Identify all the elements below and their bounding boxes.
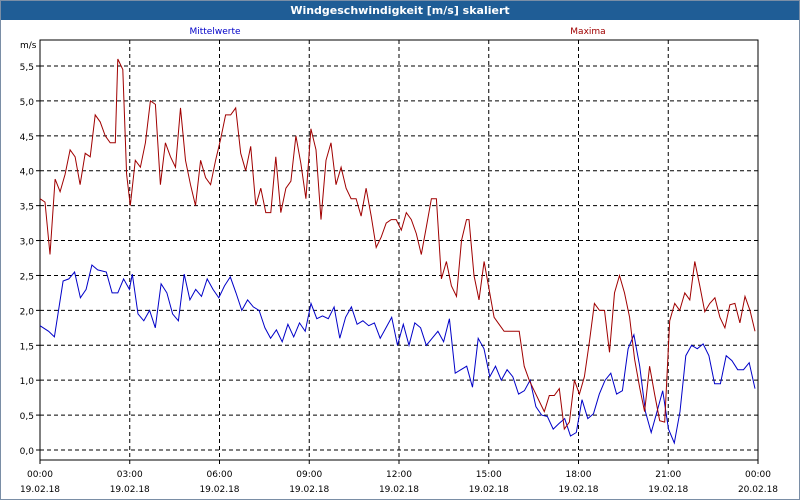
y-tick-label: 0,5 — [20, 412, 34, 422]
y-tick-label: 3,0 — [20, 238, 35, 248]
series-line-mittelwerte — [39, 264, 756, 445]
x-tick-date: 19.02.18 — [379, 485, 419, 495]
x-tick-time: 06:00 — [207, 470, 233, 480]
y-tick-label: 2,0 — [20, 307, 35, 317]
series-lines — [39, 58, 756, 445]
y-tick-label: 1,5 — [20, 342, 34, 352]
x-tick-time: 18:00 — [566, 470, 592, 480]
y-tick-label: 4,0 — [20, 168, 35, 178]
x-tick-date: 19.02.18 — [20, 485, 60, 495]
x-tick-date: 19.02.18 — [648, 485, 688, 495]
axes — [36, 39, 759, 464]
series-line-maxima — [39, 58, 756, 431]
x-tick-time: 00:00 — [745, 470, 771, 480]
y-tick-label: 2,5 — [20, 272, 34, 282]
legend-entry-mittelwerte: Mittelwerte — [189, 27, 240, 37]
grid-lines — [40, 40, 758, 460]
x-tick-labels: 00:00 19.02.18 03:00 19.02.18 06:00 19.02.18 0… — [20, 470, 778, 495]
x-tick-time: 21:00 — [655, 470, 681, 480]
x-tick-time: 09:00 — [296, 470, 322, 480]
x-tick-time: 00:00 — [27, 470, 53, 480]
x-tick-date: 20.02.18 — [738, 485, 778, 495]
y-tick-labels: 0,0 0,5 1,0 1,5 2,0 2,5 3,0 3,5 4,0 4,5 5,0 5,5 m/s — [20, 41, 37, 457]
chart-title: Windgeschwindigkeit [m/s] skaliert — [1, 1, 799, 20]
x-tick-time: 03:00 — [117, 470, 143, 480]
legend-entry-maxima: Maxima — [570, 27, 605, 37]
x-tick-time: 12:00 — [386, 470, 412, 480]
y-tick-label: 1,0 — [20, 377, 35, 387]
y-tick-label: 5,5 — [20, 63, 34, 73]
x-tick-date: 19.02.18 — [558, 485, 598, 495]
y-tick-label: 5,0 — [20, 98, 35, 108]
x-tick-date: 19.02.18 — [199, 485, 239, 495]
x-tick-date: 19.02.18 — [110, 485, 150, 495]
legend: Mittelwerte Maxima — [189, 27, 605, 37]
y-tick-label: 3,5 — [20, 203, 34, 213]
y-axis-label: m/s — [20, 41, 37, 51]
x-tick-time: 15:00 — [476, 470, 502, 480]
y-tick-label: 4,5 — [20, 133, 34, 143]
x-tick-date: 19.02.18 — [469, 485, 509, 495]
x-tick-date: 19.02.18 — [289, 485, 329, 495]
y-tick-label: 0,0 — [20, 447, 35, 457]
